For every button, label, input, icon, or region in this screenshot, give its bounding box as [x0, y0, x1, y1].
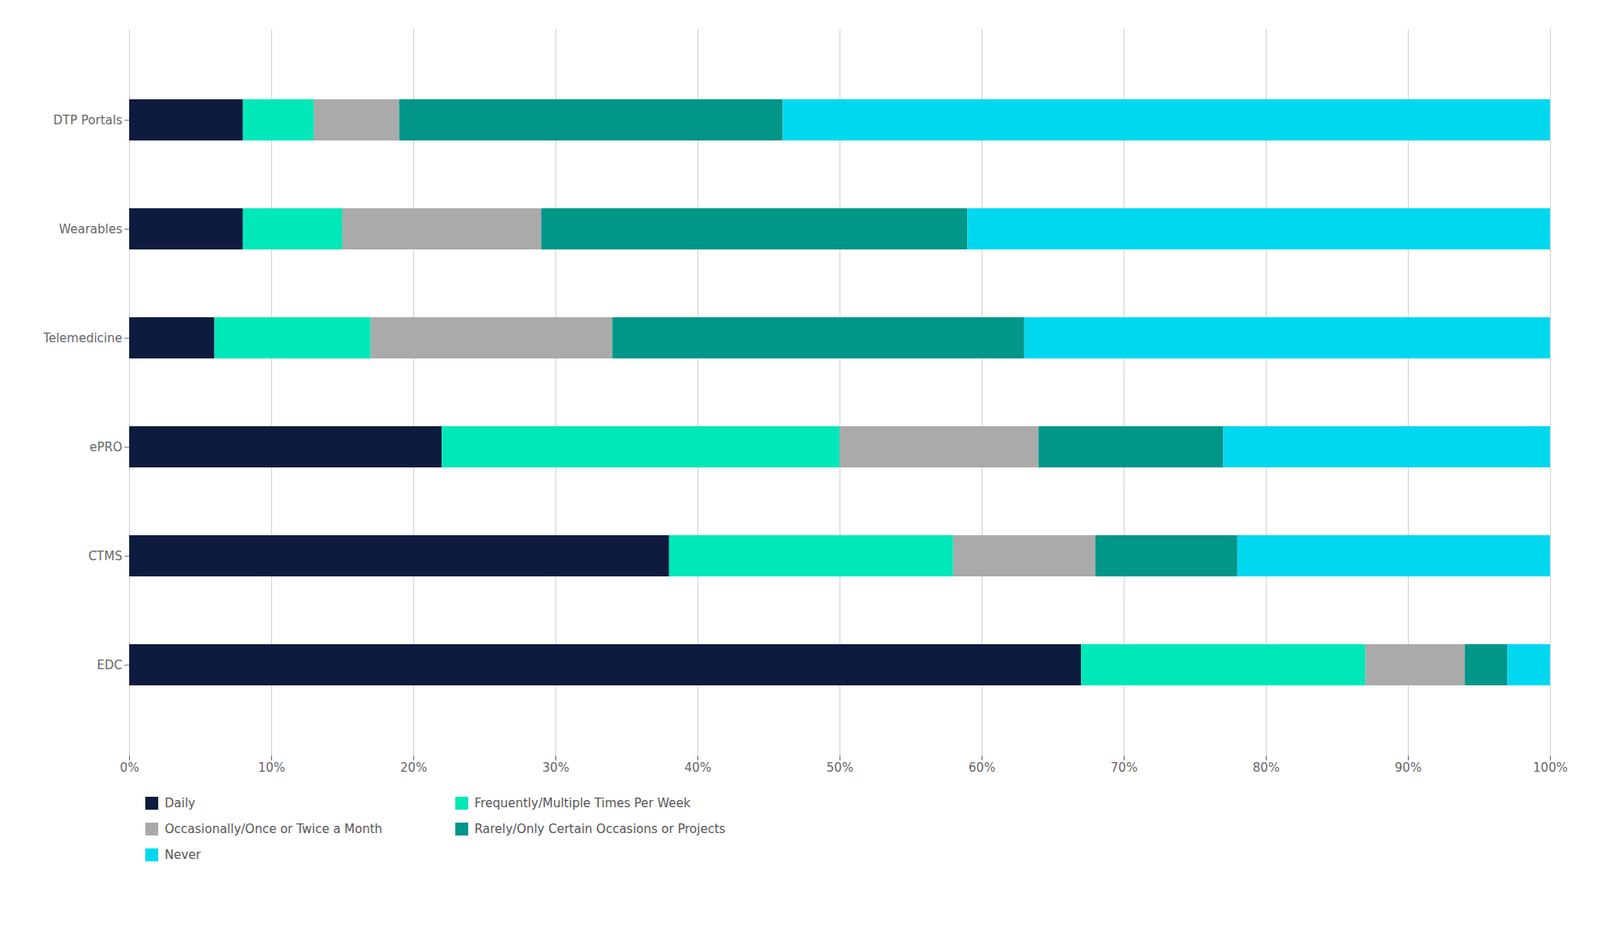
svg-text:60%: 60%	[968, 760, 996, 775]
svg-text:ePRO: ePRO	[89, 439, 123, 455]
svg-text:EDC: EDC	[96, 657, 123, 673]
html-text:Never: Never	[164, 847, 201, 863]
svg-text:CTMS: CTMS	[87, 548, 122, 564]
svg-text:90%: 90%	[1394, 760, 1422, 775]
html-text:Frequently/Multiple Times Per: Frequently/Multiple Times Per Week	[474, 795, 691, 811]
html-text:Daily: Daily	[164, 795, 196, 811]
svg-text:100%: 100%	[1532, 760, 1568, 775]
svg-text:50%: 50%	[826, 760, 854, 775]
svg-text:0%: 0%	[120, 760, 140, 775]
svg-text:Telemedicine: Telemedicine	[42, 330, 123, 346]
svg-text:10%: 10%	[258, 760, 285, 775]
html-text:Occasionally/Once or Twice a M: Occasionally/Once or Twice a Month	[164, 821, 383, 837]
html-text:Rarely/Only Certain Occasions: Rarely/Only Certain Occasions or Project…	[474, 821, 726, 837]
svg-text:70%: 70%	[1110, 760, 1138, 775]
svg-text:Wearables: Wearables	[58, 221, 123, 237]
svg-text:40%: 40%	[684, 760, 712, 775]
svg-text:DTP Portals: DTP Portals	[53, 113, 123, 128]
svg-text:20%: 20%	[400, 760, 428, 775]
svg-text:30%: 30%	[542, 760, 570, 775]
svg-text:80%: 80%	[1252, 760, 1280, 775]
